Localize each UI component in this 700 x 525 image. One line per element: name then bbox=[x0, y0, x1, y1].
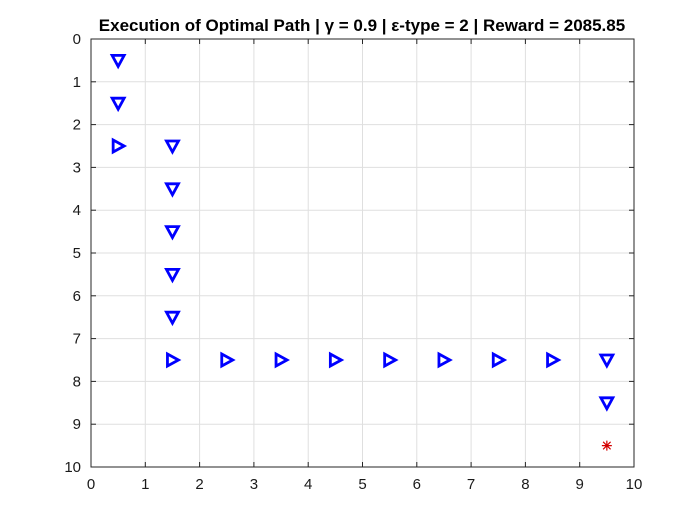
chart-title: Execution of Optimal Path | γ = 0.9 | ε-… bbox=[99, 16, 625, 35]
x-tick-label: 4 bbox=[304, 476, 312, 493]
x-tick-label: 5 bbox=[358, 476, 366, 493]
y-tick-label: 7 bbox=[73, 331, 81, 348]
triangle-right-marker bbox=[437, 351, 453, 369]
triangle-down-marker bbox=[164, 267, 181, 284]
triangle-down-marker bbox=[164, 310, 181, 327]
triangle-down-marker bbox=[598, 353, 616, 369]
y-tick-label: 6 bbox=[73, 288, 81, 305]
x-tick-label: 3 bbox=[250, 476, 258, 493]
triangle-right-marker bbox=[111, 137, 128, 155]
triangle-right-marker bbox=[220, 351, 236, 369]
x-tick-label: 6 bbox=[413, 476, 421, 493]
x-tick-label: 10 bbox=[626, 476, 643, 493]
x-tick-label: 8 bbox=[521, 476, 529, 493]
y-tick-label: 5 bbox=[73, 245, 81, 262]
asterisk-goal-marker bbox=[601, 440, 612, 451]
triangle-right-marker bbox=[546, 351, 562, 369]
y-tick-label: 2 bbox=[73, 117, 81, 134]
y-tick-labels: 0 1 2 3 4 5 6 7 8 9 10 bbox=[64, 31, 81, 476]
triangle-down-marker bbox=[164, 139, 181, 155]
triangle-down-marker bbox=[164, 225, 181, 241]
x-tick-label: 7 bbox=[467, 476, 475, 493]
triangle-right-marker bbox=[274, 351, 290, 369]
tick-marks bbox=[90, 38, 635, 468]
x-tick-label: 2 bbox=[195, 476, 203, 493]
triangle-right-marker bbox=[491, 351, 508, 369]
y-tick-label: 1 bbox=[73, 74, 81, 91]
triangle-right-marker bbox=[166, 351, 182, 369]
triangle-down-marker bbox=[164, 182, 181, 198]
triangle-down-marker bbox=[109, 96, 127, 113]
y-tick-label: 10 bbox=[64, 459, 81, 476]
triangle-right-marker bbox=[383, 351, 399, 369]
triangle-right-marker bbox=[328, 351, 345, 369]
triangle-down-marker bbox=[109, 54, 127, 70]
y-tick-label: 8 bbox=[73, 373, 81, 390]
x-tick-labels: 0 1 2 3 4 5 6 7 8 9 10 bbox=[87, 476, 643, 493]
x-tick-label: 1 bbox=[141, 476, 149, 493]
y-tick-label: 3 bbox=[73, 159, 81, 176]
y-tick-label: 4 bbox=[73, 202, 81, 219]
x-tick-label: 9 bbox=[576, 476, 584, 493]
markers bbox=[109, 54, 616, 451]
y-tick-label: 0 bbox=[73, 31, 81, 48]
triangle-down-marker bbox=[598, 396, 616, 412]
x-tick-label: 0 bbox=[87, 476, 95, 493]
y-tick-label: 9 bbox=[73, 416, 81, 433]
